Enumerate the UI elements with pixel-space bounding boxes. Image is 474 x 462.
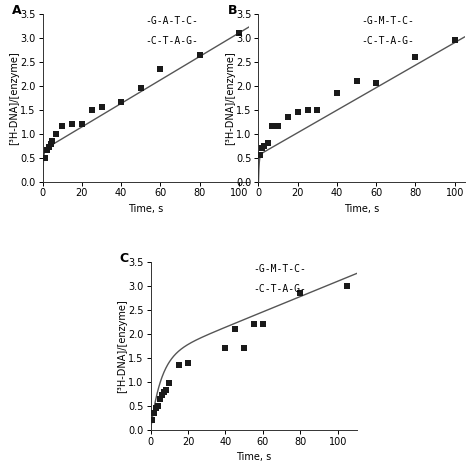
Point	[158, 391, 165, 399]
Text: C: C	[119, 252, 129, 265]
Point	[45, 143, 52, 151]
Point	[162, 387, 169, 394]
Point	[294, 109, 301, 116]
Text: -C-T-A-G-: -C-T-A-G-	[146, 36, 199, 46]
Point	[68, 120, 76, 128]
X-axis label: Time, s: Time, s	[236, 452, 271, 462]
Text: -G-M-T-C-: -G-M-T-C-	[362, 16, 414, 25]
Point	[154, 402, 162, 409]
Point	[137, 85, 145, 92]
Point	[165, 379, 173, 386]
Point	[235, 29, 243, 36]
Point	[304, 106, 311, 113]
Point	[284, 113, 292, 121]
Text: B: B	[228, 4, 237, 17]
Point	[49, 137, 56, 145]
Text: -C-T-A-G-: -C-T-A-G-	[362, 36, 414, 46]
Y-axis label: [³H-DNA]/[enzyme]: [³H-DNA]/[enzyme]	[117, 299, 127, 393]
Y-axis label: [³H-DNA]/[enzyme]: [³H-DNA]/[enzyme]	[9, 51, 19, 145]
Point	[184, 359, 192, 366]
Text: A: A	[12, 4, 21, 17]
Point	[250, 321, 257, 328]
Point	[451, 36, 458, 44]
Point	[314, 106, 321, 113]
Point	[175, 361, 182, 369]
Text: -G-A-T-C-: -G-A-T-C-	[146, 16, 199, 25]
Point	[78, 120, 86, 128]
Point	[268, 123, 276, 130]
Point	[412, 53, 419, 61]
Point	[373, 79, 380, 87]
Point	[297, 289, 304, 297]
Point	[156, 65, 164, 73]
Text: -G-M-T-C-: -G-M-T-C-	[254, 264, 307, 274]
Point	[47, 140, 55, 148]
Point	[151, 409, 158, 417]
Point	[156, 395, 164, 402]
Point	[53, 130, 60, 137]
Point	[353, 77, 360, 85]
Point	[261, 142, 268, 149]
Point	[333, 89, 341, 97]
Point	[274, 123, 282, 130]
Point	[196, 51, 203, 58]
Point	[153, 404, 160, 412]
Point	[149, 416, 156, 424]
Point	[43, 147, 50, 154]
Point	[41, 154, 48, 161]
Point	[118, 99, 125, 106]
X-axis label: Time, s: Time, s	[128, 204, 164, 214]
Point	[98, 103, 105, 111]
Text: -C-T-A-G-: -C-T-A-G-	[254, 284, 307, 294]
Point	[58, 123, 66, 130]
X-axis label: Time, s: Time, s	[344, 204, 379, 214]
Point	[231, 325, 238, 333]
Y-axis label: [³H-DNA]/[enzyme]: [³H-DNA]/[enzyme]	[225, 51, 235, 145]
Point	[240, 345, 248, 352]
Point	[259, 144, 266, 152]
Point	[88, 106, 95, 113]
Point	[264, 140, 272, 147]
Point	[160, 389, 167, 396]
Point	[344, 282, 351, 290]
Point	[222, 345, 229, 352]
Point	[256, 152, 264, 159]
Point	[259, 321, 267, 328]
